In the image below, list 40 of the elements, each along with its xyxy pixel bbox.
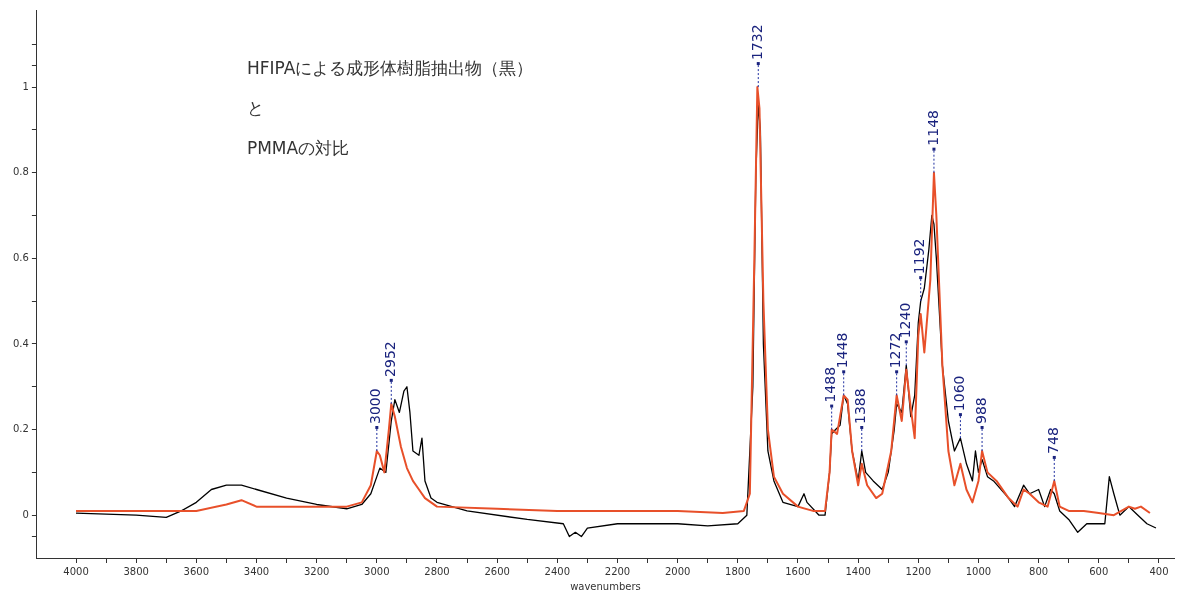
- y-tick-label: 0: [22, 508, 29, 520]
- annotation: と: [246, 98, 264, 119]
- x-tick-label: 3800: [123, 565, 149, 577]
- y-tick-label: 1: [22, 80, 29, 92]
- y-tick-label: 0.6: [13, 251, 29, 263]
- x-tick-label: 2400: [544, 565, 571, 577]
- x-tick-label: 400: [1149, 565, 1169, 577]
- x-tick-label: 3200: [303, 565, 330, 577]
- annotation: PMMAの対比: [246, 138, 350, 159]
- annotation: 1192: [911, 238, 928, 275]
- annotation: 3000: [367, 388, 384, 424]
- y-tick-label: 0.8: [13, 166, 29, 178]
- annotation: 988: [972, 397, 989, 424]
- annotation: HFIPAによる成形体樹脂抽出物（黒）: [246, 58, 534, 79]
- y-tick-label: 0.2: [13, 423, 29, 435]
- x-tick-label: 3600: [183, 565, 210, 577]
- annotation: 1388: [852, 388, 869, 424]
- annotation: 2952: [381, 341, 398, 377]
- x-tick-label: 2600: [484, 565, 510, 577]
- annotation: 1060: [951, 375, 968, 412]
- x-tick-label: 3000: [364, 565, 390, 577]
- x-tick-label: 1200: [905, 565, 932, 577]
- annotation: 1448: [834, 332, 851, 369]
- annotation: 1488: [822, 366, 839, 403]
- annotation: 748: [1044, 427, 1061, 454]
- x-tick-label: 4000: [63, 565, 89, 577]
- annotation: 1148: [924, 110, 941, 146]
- x-axis-title: wavenumbers: [570, 580, 641, 592]
- x-tick-label: 2800: [424, 565, 450, 577]
- y-tick-label: 0.4: [13, 337, 29, 349]
- x-tick-label: 1400: [845, 565, 871, 577]
- x-tick-label: 2200: [604, 565, 631, 577]
- x-tick-label: 1600: [785, 565, 811, 577]
- x-tick-label: 800: [1029, 565, 1049, 577]
- x-tick-label: 1800: [725, 565, 751, 577]
- annotation: 1732: [748, 24, 765, 61]
- x-tick-label: 2000: [664, 565, 691, 577]
- x-tick-label: 1000: [965, 565, 992, 577]
- x-tick-label: 3400: [243, 565, 270, 577]
- x-tick-label: 600: [1089, 565, 1109, 577]
